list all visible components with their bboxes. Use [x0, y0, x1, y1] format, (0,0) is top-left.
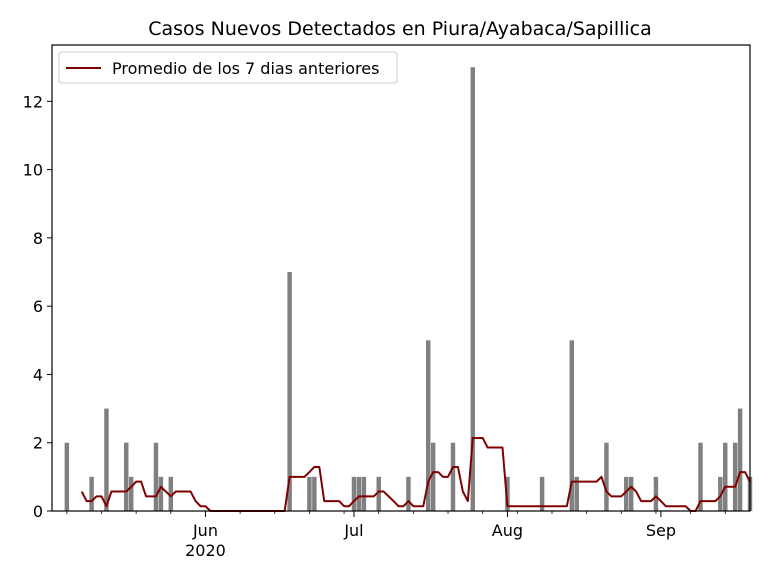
bar [158, 476, 164, 511]
x-tick-label: Sep [646, 521, 676, 540]
bar [450, 442, 456, 511]
y-tick-label: 0 [33, 502, 43, 521]
plot-frame [51, 44, 751, 512]
bar [89, 476, 94, 511]
bar [430, 442, 436, 511]
bar [732, 442, 738, 511]
bar [723, 442, 728, 511]
bar [628, 476, 634, 511]
legend-label: Promedio de los 7 dias anteriores [112, 59, 379, 78]
bar [604, 442, 609, 511]
bar [287, 272, 292, 511]
bar [356, 476, 362, 511]
bar [312, 476, 317, 511]
bar [124, 442, 129, 511]
bar [351, 476, 357, 511]
legend: Promedio de los 7 dias anteriores [58, 51, 398, 84]
bar [624, 476, 629, 511]
bar [64, 442, 70, 511]
y-tick-label: 10 [23, 161, 43, 180]
bar [376, 476, 381, 511]
y-tick-label: 12 [23, 92, 43, 111]
bar [505, 476, 510, 511]
bar [425, 340, 431, 511]
bar [104, 408, 109, 511]
legend-box [58, 51, 398, 84]
y-tick-label: 2 [33, 434, 43, 453]
bar [574, 476, 579, 511]
bar [737, 408, 743, 511]
line-layer [80, 436, 751, 512]
bar [569, 340, 575, 511]
bar [470, 67, 476, 511]
bar [307, 476, 312, 511]
bar [128, 476, 134, 511]
moving-average-line [80, 436, 751, 512]
y-tick-label: 6 [33, 297, 43, 316]
bar [653, 476, 659, 511]
x-tick-label: Jun [192, 521, 218, 540]
x-tick-label: Aug [492, 521, 523, 540]
y-axis: 0 2 4 6 8 10 12 [23, 92, 52, 521]
bar [539, 476, 545, 511]
bar [698, 442, 703, 511]
x-tick-label: Jul [343, 521, 363, 540]
x-tick-sublabel: 2020 [185, 541, 226, 560]
bar [153, 442, 159, 511]
y-tick-label: 4 [33, 365, 43, 384]
y-tick-label: 8 [33, 229, 43, 248]
bar [406, 476, 411, 511]
bar [718, 476, 723, 511]
bar [361, 476, 367, 511]
chart-title: Casos Nuevos Detectados en Piura/Ayabaca… [148, 18, 652, 40]
bar [168, 476, 174, 511]
